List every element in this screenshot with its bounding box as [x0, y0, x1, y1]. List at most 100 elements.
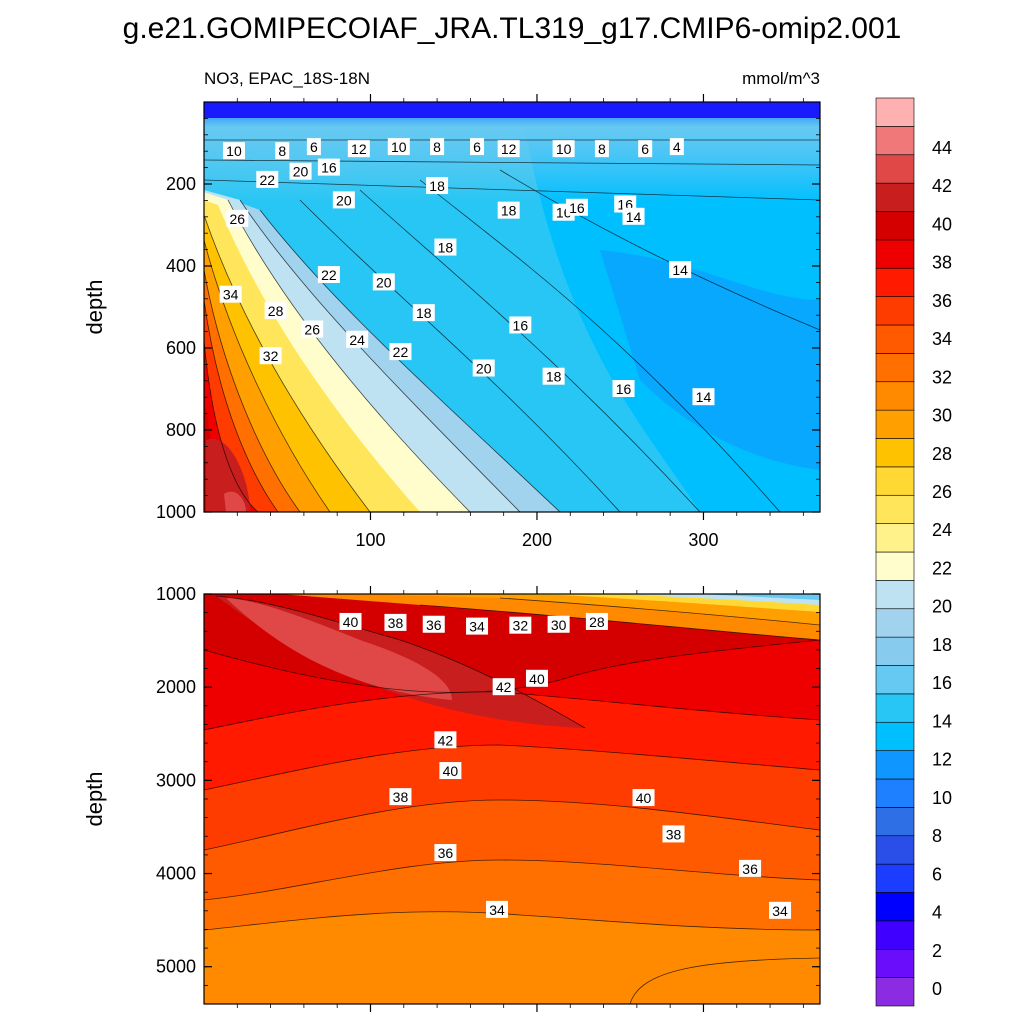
colorbar-swatch	[875, 97, 915, 127]
contour-label-text: 12	[501, 141, 517, 157]
colorbar-swatch	[875, 523, 915, 553]
contour-label: 26	[301, 320, 324, 338]
contour-label-text: 28	[589, 614, 605, 630]
x-tick-label: 200	[522, 530, 552, 550]
y-tick-label: 3000	[156, 770, 196, 790]
contour-label-text: 40	[343, 614, 359, 630]
colorbar-tick-label: 16	[932, 673, 952, 693]
contour-label-text: 16	[616, 381, 632, 397]
contour-label-box	[497, 140, 520, 158]
colorbar-tick-label: 8	[932, 826, 942, 846]
contour-label-box	[638, 140, 653, 158]
colorbar-swatch	[875, 211, 915, 241]
contour-label-box	[306, 138, 321, 156]
contour-label-text: 40	[636, 790, 652, 806]
contour-label-box	[662, 825, 685, 843]
contour-label-box	[317, 266, 340, 284]
contour-label: 34	[219, 285, 242, 303]
contour-label-text: 8	[433, 139, 441, 155]
colorbar-tick-label: 44	[932, 138, 952, 158]
contour-label-text: 38	[388, 615, 404, 631]
contour-label-text: 14	[696, 389, 712, 405]
colorbar-swatch	[875, 580, 915, 610]
contour-label-text: 28	[268, 303, 284, 319]
contour-label-box	[692, 388, 715, 406]
colorbar-swatch	[875, 324, 915, 354]
contour-label-box	[612, 380, 635, 397]
contour-label: 8	[594, 140, 609, 158]
contour-label-text: 10	[556, 141, 572, 157]
contour-label-box	[492, 678, 515, 696]
bottom-axis-ticks: 1000 2000 3000 4000 5000	[156, 584, 820, 1012]
colorbar-swatch	[875, 977, 915, 1007]
contour-label-box	[412, 304, 435, 322]
contour-label-text: 42	[496, 679, 512, 695]
colorbar: 0246810121416182022242628303234363840424…	[875, 97, 952, 1007]
contour-label-text: 38	[666, 826, 682, 842]
contour-label-box	[470, 138, 485, 156]
contour-label: 36	[434, 844, 457, 862]
colorbar-swatch	[875, 665, 915, 695]
colorbar-swatch	[875, 296, 915, 326]
colorbar-swatch	[875, 551, 915, 581]
colorbar-tick-label: 10	[932, 788, 952, 808]
colorbar-swatch	[875, 154, 915, 184]
contour-label-box	[389, 343, 412, 361]
contour-label-text: 20	[293, 164, 309, 180]
contour-label: 6	[470, 138, 485, 156]
contour-label-box	[384, 613, 407, 631]
contour-label-text: 6	[310, 139, 318, 155]
contour-label-text: 10	[391, 139, 407, 155]
contour-label: 12	[347, 140, 370, 158]
contour-label: 12	[497, 140, 520, 158]
contour-label-box	[264, 302, 287, 320]
y-tick-label: 1000	[156, 502, 196, 522]
y-tick-label: 4000	[156, 864, 196, 884]
contour-label-text: 32	[263, 348, 279, 364]
colorbar-swatch	[875, 608, 915, 638]
colorbar-swatch	[875, 750, 915, 780]
colorbar-swatch	[875, 466, 915, 496]
contour-label-box	[552, 140, 575, 158]
colorbar-tick-label: 12	[932, 750, 952, 770]
contour-label: 16	[509, 316, 532, 334]
top-units-label: mmol/m^3	[742, 69, 820, 88]
contour-label: 20	[472, 359, 495, 377]
contour-label-box	[669, 261, 692, 279]
contour-label-box	[434, 731, 457, 749]
contour-label: 10	[222, 142, 245, 160]
contour-label-text: 18	[546, 369, 562, 385]
bottom-panel: 1000 2000 3000 4000 5000 depth 40 38 36 34 32 30 2…	[82, 584, 821, 1012]
colorbar-tick-label: 30	[932, 406, 952, 426]
contour-label: 10	[387, 138, 410, 156]
contour-label-text: 22	[321, 267, 337, 283]
contour-label-text: 6	[641, 141, 649, 157]
contour-label-box	[466, 617, 489, 635]
contour-label: 40	[632, 789, 655, 807]
contour-label: 30	[547, 615, 570, 633]
contour-label-text: 20	[476, 361, 492, 377]
contour-label: 40	[439, 762, 462, 780]
contour-label: 38	[384, 613, 407, 631]
contour-label-box	[439, 762, 462, 780]
contour-label-box	[486, 900, 509, 918]
contour-label: 42	[434, 731, 457, 749]
x-tick-label: 100	[355, 530, 385, 550]
contour-label-box	[219, 285, 242, 303]
contour-label-text: 20	[376, 274, 392, 290]
colorbar-swatch	[875, 636, 915, 666]
colorbar-tick-label: 2	[932, 941, 942, 961]
contour-label: 22	[317, 266, 340, 284]
contour-label: 22	[256, 170, 279, 188]
colorbar-tick-label: 24	[932, 520, 952, 540]
colorbar-swatch	[875, 693, 915, 723]
colorbar-tick-label: 32	[932, 367, 952, 387]
contour-label: 8	[275, 142, 290, 160]
y-tick-label: 400	[166, 256, 196, 276]
contour-label: 32	[259, 347, 282, 365]
top-plot-field	[204, 102, 820, 512]
colorbar-swatch	[875, 409, 915, 439]
top-contour-labels: 10 8 6 12 10 8 6 12 10 8 6 4 16 20 22 20 18 18 16 16 26 18 16 1…	[219, 138, 715, 406]
colorbar-swatch	[875, 807, 915, 837]
colorbar-tick-label: 20	[932, 597, 952, 617]
